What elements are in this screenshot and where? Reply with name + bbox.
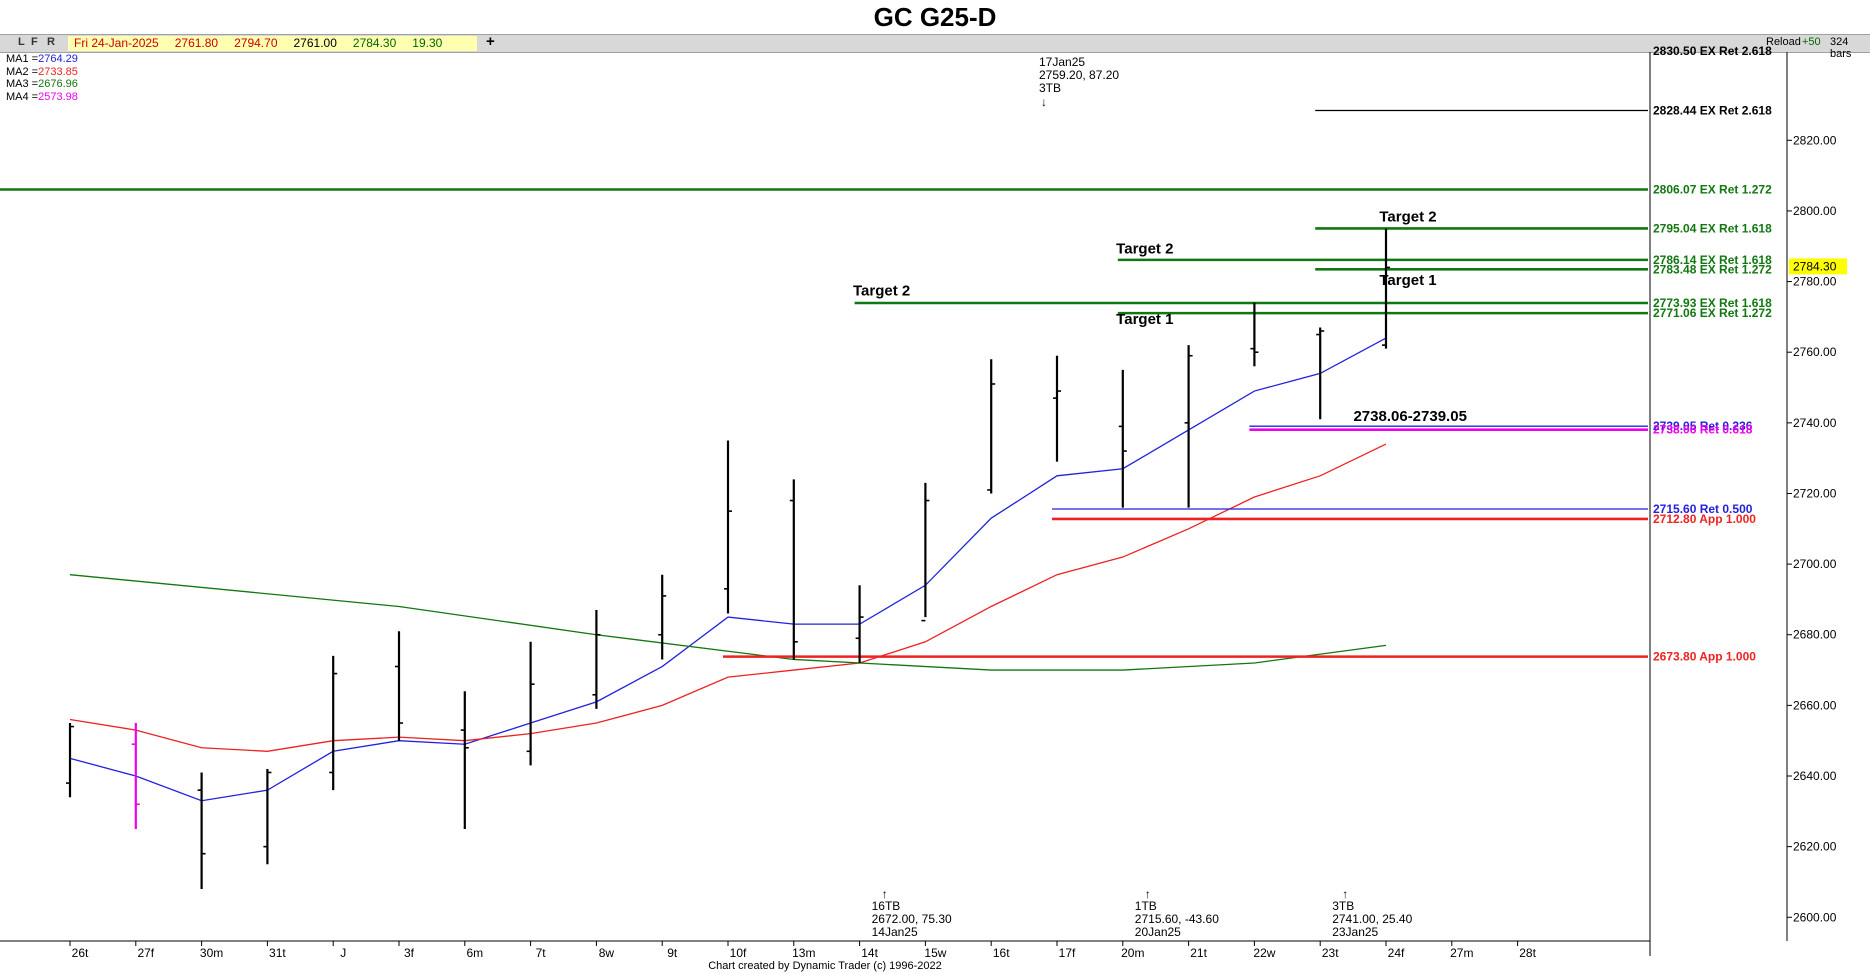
add-study-button[interactable]: +	[486, 33, 495, 50]
reload-button[interactable]: Reload	[1766, 36, 1801, 48]
x-tick-label: 27m	[1450, 946, 1473, 960]
ma4-legend: MA4 =2573.98	[6, 90, 78, 103]
ma-line-ma2	[69, 443, 1387, 752]
level-label: 2795.04 EX Ret 1.618	[1653, 221, 1772, 235]
x-tick-label: J	[340, 946, 346, 960]
level-label: 2773.93 EX Ret 1.618	[1653, 296, 1772, 310]
pivot-label: 20Jan25	[1135, 925, 1181, 939]
level-label: 2715.60 Ret 0.500	[1653, 502, 1753, 516]
ma-line-ma3	[69, 574, 1387, 671]
plus-50-button[interactable]: +50	[1802, 36, 1821, 48]
level-label-partial: 2830.50 EX Ret 2.618	[1653, 44, 1772, 58]
level-label: 2738.06 Ret 0.618	[1653, 423, 1753, 437]
bar-count: 324 bars	[1830, 36, 1852, 60]
pivot-label: 3TB	[1039, 81, 1061, 95]
level-label: 2771.06 EX Ret 1.272	[1653, 306, 1772, 320]
footer-credit: Chart created by Dynamic Trader (c) 1996…	[708, 960, 942, 972]
quote-change: 19.30	[412, 36, 443, 50]
y-tick-label: 2620.00	[1793, 840, 1837, 854]
target-label: Target 2	[1379, 209, 1436, 226]
y-tick-label: 2700.00	[1793, 557, 1837, 571]
menu-r-button[interactable]: R	[47, 36, 55, 48]
quote-high: 2794.70	[234, 36, 278, 50]
chart-title: GC G25-D	[873, 2, 997, 32]
y-tick-label: 2740.00	[1793, 416, 1837, 430]
x-tick-label: 15w	[924, 946, 946, 960]
pivot-label: 3TB	[1332, 899, 1354, 913]
x-tick-label: 13m	[792, 946, 815, 960]
ma-line-ma1	[69, 337, 1387, 802]
menu-l-button[interactable]: L	[18, 36, 25, 48]
pivot-label: 16TB	[872, 899, 901, 913]
x-tick-label: 26t	[72, 946, 89, 960]
y-tick-label: 2640.00	[1793, 769, 1837, 783]
x-tick-label: 7t	[536, 946, 547, 960]
quote-date: Fri 24-Jan-2025	[74, 36, 159, 50]
pivot-label: 2741.00, 25.40	[1332, 912, 1412, 926]
level-label: 2806.07 EX Ret 1.272	[1653, 182, 1772, 196]
y-tick-label: 2820.00	[1793, 133, 1837, 147]
menu-f-button[interactable]: F	[31, 36, 38, 48]
quote-close: 2784.30	[352, 36, 397, 50]
level-label: 2786.14 EX Ret 1.618	[1653, 253, 1772, 267]
x-tick-label: 3f	[404, 946, 415, 960]
x-tick-label: 14t	[861, 946, 878, 960]
x-tick-label: 21t	[1190, 946, 1207, 960]
pivot-label: 2715.60, -43.60	[1135, 912, 1219, 926]
target-label: Target 2	[1116, 240, 1173, 257]
level-label: 2828.44 EX Ret 2.618	[1653, 103, 1772, 117]
y-tick-label: 2780.00	[1793, 275, 1837, 289]
y-tick-label: 2600.00	[1793, 910, 1837, 924]
x-tick-label: 31t	[269, 946, 286, 960]
pivot-arrow: ↑	[882, 887, 888, 901]
x-tick-label: 30m	[200, 946, 223, 960]
quote-bar: Fri 24-Jan-2025 2761.80 2794.70 2761.00 2784…	[68, 36, 477, 51]
pivot-label: 17Jan25	[1039, 55, 1085, 69]
ma2-legend: MA2 =2733.85	[6, 65, 78, 78]
target-label: Target 1	[1116, 311, 1173, 328]
pivot-label: 2759.20, 87.20	[1039, 68, 1119, 82]
target-label: Target 1	[1379, 272, 1436, 289]
y-tick-label: 2680.00	[1793, 628, 1837, 642]
range-label: 2738.06-2739.05	[1353, 408, 1466, 425]
level-label: 2739.05 Ret 0.236	[1653, 419, 1753, 433]
pivot-arrow: ↑	[1145, 887, 1151, 901]
y-tick-label: 2760.00	[1793, 345, 1837, 359]
level-label: 2712.80 App 1.000	[1653, 512, 1756, 526]
ma1-legend: MA1 =2764.29	[6, 53, 78, 65]
x-tick-label: 27f	[137, 946, 154, 960]
quote-open: 2761.80	[174, 36, 219, 50]
target-label: Target 2	[853, 283, 910, 300]
x-tick-label: 6m	[466, 946, 483, 960]
pivot-label: 1TB	[1135, 899, 1157, 913]
pivot-label: 23Jan25	[1332, 925, 1378, 939]
toolbar: L F R Fri 24-Jan-2025 2761.80 2794.70 2761.…	[0, 33, 1870, 60]
x-tick-label: 10f	[730, 946, 747, 960]
level-label: 2783.48 EX Ret 1.272	[1653, 262, 1772, 276]
x-tick-label: 23t	[1322, 946, 1339, 960]
x-tick-label: 9t	[667, 946, 678, 960]
pivot-label: 2672.00, 75.30	[872, 912, 952, 926]
x-tick-label: 8w	[599, 946, 615, 960]
x-tick-label: 22w	[1253, 946, 1275, 960]
x-tick-label: 24f	[1388, 946, 1405, 960]
pivot-arrow: ↑	[1342, 887, 1348, 901]
ma3-legend: MA3 =2676.96	[6, 78, 78, 90]
ma-legend: MA1 =2764.29 MA2 =2733.85 MA3 =2676.96 M…	[6, 53, 78, 103]
quote-low: 2761.00	[293, 36, 337, 50]
x-tick-label: 28t	[1519, 946, 1536, 960]
x-tick-label: 17f	[1059, 946, 1076, 960]
x-tick-label: 20m	[1121, 946, 1144, 960]
last-price-marker	[1789, 258, 1847, 275]
x-tick-label: 16t	[993, 946, 1010, 960]
y-tick-label: 2660.00	[1793, 698, 1837, 712]
level-label: 2673.80 App 1.000	[1653, 650, 1756, 664]
last-price-label: 2784.30	[1793, 259, 1837, 273]
pivot-label: 14Jan25	[872, 925, 918, 939]
y-tick-label: 2800.00	[1793, 204, 1837, 218]
y-tick-label: 2720.00	[1793, 486, 1837, 500]
pivot-arrow: ↓	[1041, 95, 1047, 109]
